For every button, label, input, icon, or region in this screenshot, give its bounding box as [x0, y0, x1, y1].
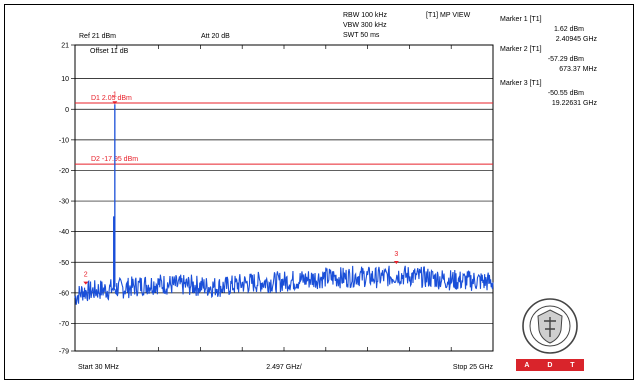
bureau-veritas-logo: [522, 298, 578, 354]
marker-readout-1: Marker 1 [T1] 1.62 dBm 2.40945 GHz: [500, 16, 597, 43]
ref-level: Ref 21 dBm: [79, 33, 116, 40]
limit-line-label-d1: D1 2.05 dBm: [91, 95, 132, 102]
frequency-division: 2.497 GHz/: [266, 364, 301, 371]
y-tick-label: -20: [59, 168, 69, 175]
y-tick-label: -50: [59, 260, 69, 267]
adt-letter-a: A: [524, 361, 531, 369]
y-tick-label: 21: [61, 43, 69, 50]
marker-1-level: 1.62 dBm: [554, 26, 584, 33]
attenuation: Att 20 dB: [201, 33, 230, 40]
adt-letter-t: T: [570, 361, 576, 369]
y-tick-label: -40: [59, 229, 69, 236]
adt-badge: A D T: [516, 359, 584, 371]
y-tick-label: -10: [59, 137, 69, 144]
marker-2-symbol: [83, 281, 89, 285]
marker-3-title: Marker 3 [T1]: [500, 80, 542, 87]
adt-letter-d: D: [547, 361, 554, 369]
plot-area: [74, 44, 494, 352]
vbw-label: VBW 300 kHz: [343, 22, 387, 29]
marker-points: 1 2 3: [83, 91, 399, 285]
marker-readout-3: Marker 3 [T1] -50.55 dBm 19.22631 GHz: [500, 80, 597, 107]
offset-label: Offset 11 dB: [90, 48, 129, 55]
spectrum-noise-trace: [74, 265, 494, 305]
marker-1-label: 1: [113, 91, 117, 98]
marker-2-freq: 673.37 MHz: [559, 66, 597, 73]
y-tick-label: 10: [61, 76, 69, 83]
marker-3-symbol: [393, 260, 399, 264]
start-frequency: Start 30 MHz: [78, 364, 119, 371]
marker-3-level: -50.55 dBm: [548, 90, 584, 97]
marker-2-label: 2: [84, 272, 88, 279]
y-tick-label: -79: [59, 349, 69, 356]
y-tick-label: -70: [59, 321, 69, 328]
marker-3-label: 3: [394, 251, 398, 258]
marker-1-title: Marker 1 [T1]: [500, 16, 542, 23]
trace-layer: [74, 104, 494, 305]
y-tick-label: 0: [65, 107, 69, 114]
y-tick-label: -30: [59, 199, 69, 206]
marker-1-freq: 2.40945 GHz: [556, 36, 598, 43]
trace-mode: [T1] MP VIEW: [426, 12, 471, 19]
grid-layer: [74, 45, 494, 351]
marker-readout-2: Marker 2 [T1] -57.29 dBm 673.37 MHz: [500, 46, 597, 73]
stop-frequency: Stop 25 GHz: [453, 364, 494, 371]
marker-2-title: Marker 2 [T1]: [500, 46, 542, 53]
marker-3-freq: 19.22631 GHz: [552, 100, 598, 107]
y-tick-label: -60: [59, 290, 69, 297]
swt-label: SWT 50 ms: [343, 32, 380, 39]
marker-1-symbol: [112, 101, 118, 105]
marker-2-level: -57.29 dBm: [548, 56, 584, 63]
rbw-label: RBW 100 kHz: [343, 12, 387, 19]
y-axis-ticks: 21 10 0 -10 -20 -30 -40 -50 -60 -70 -79: [59, 43, 75, 356]
